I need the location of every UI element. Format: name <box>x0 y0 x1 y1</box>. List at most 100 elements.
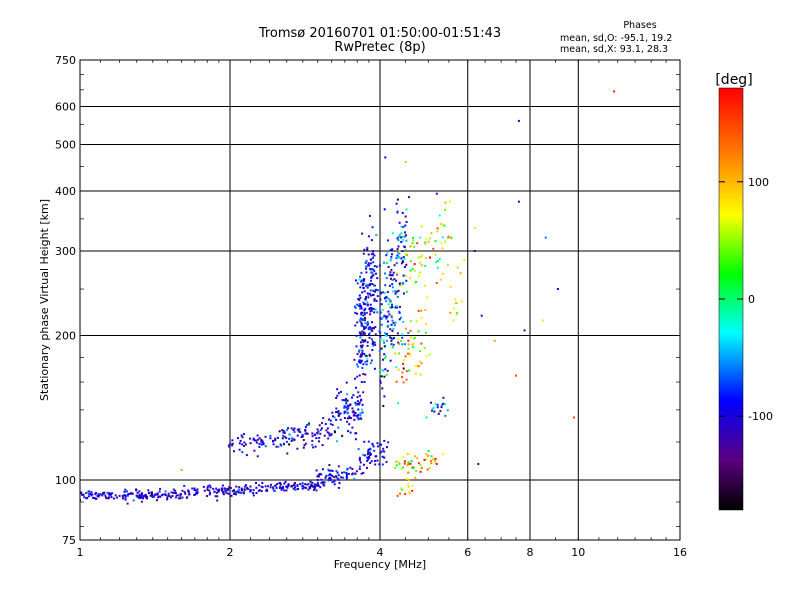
data-point <box>383 456 386 459</box>
data-point <box>405 378 408 381</box>
data-point <box>402 256 405 258</box>
data-point <box>246 487 249 490</box>
data-point <box>360 280 363 283</box>
data-point <box>407 343 410 346</box>
data-point <box>402 381 405 384</box>
data-point <box>364 373 367 376</box>
data-point <box>397 342 400 345</box>
data-point <box>138 493 141 496</box>
data-point <box>401 466 404 469</box>
data-point <box>283 489 286 492</box>
data-point <box>362 282 365 285</box>
data-point <box>402 320 405 323</box>
data-point <box>374 290 377 293</box>
data-point <box>351 411 354 414</box>
data-point <box>404 355 407 358</box>
data-point <box>357 365 360 368</box>
data-point <box>403 246 406 249</box>
data-point <box>446 409 449 412</box>
data-point <box>351 468 354 470</box>
data-point <box>427 240 430 243</box>
data-point <box>372 274 375 277</box>
data-point <box>407 339 410 342</box>
data-point <box>412 236 415 239</box>
data-point <box>338 412 341 415</box>
data-point <box>166 498 169 501</box>
data-point <box>455 311 458 314</box>
data-point <box>379 317 382 319</box>
data-point <box>403 292 405 295</box>
data-point <box>393 264 396 267</box>
data-point <box>397 338 400 341</box>
data-point <box>302 439 305 441</box>
data-point <box>193 487 196 490</box>
data-point <box>413 337 415 340</box>
data-point <box>348 417 351 419</box>
data-point <box>382 358 384 361</box>
data-point <box>394 292 397 295</box>
data-point <box>362 331 365 334</box>
data-point <box>320 427 323 430</box>
data-point <box>391 232 394 235</box>
data-point <box>333 480 336 483</box>
data-point <box>230 494 233 497</box>
data-point <box>344 399 347 402</box>
data-point <box>260 440 263 443</box>
data-point <box>336 388 339 391</box>
data-point <box>274 484 277 487</box>
data-point <box>380 292 383 295</box>
data-point <box>243 433 245 436</box>
data-point <box>280 444 283 447</box>
data-point <box>354 311 357 314</box>
data-point <box>339 418 342 421</box>
data-point <box>353 414 356 416</box>
data-point <box>132 499 135 502</box>
data-point <box>158 490 161 493</box>
data-point <box>392 321 395 324</box>
data-point <box>188 493 191 496</box>
data-point <box>395 290 398 293</box>
data-point <box>383 345 386 348</box>
data-point <box>245 484 247 487</box>
data-point <box>368 333 370 336</box>
data-point <box>300 436 303 438</box>
data-point <box>372 344 375 347</box>
data-point <box>324 476 327 479</box>
data-point <box>369 331 371 334</box>
data-point <box>110 493 113 496</box>
data-point <box>260 439 263 441</box>
data-point <box>381 455 384 458</box>
data-point <box>385 300 388 303</box>
data-point <box>364 354 367 357</box>
data-point <box>438 258 441 261</box>
data-point <box>391 338 394 340</box>
data-point <box>366 357 369 360</box>
data-point <box>361 411 364 414</box>
data-point <box>409 260 412 263</box>
data-point <box>353 477 356 480</box>
data-point <box>249 437 251 440</box>
data-point <box>328 464 331 466</box>
data-point <box>424 242 427 245</box>
data-point <box>223 488 226 491</box>
data-point <box>444 201 447 204</box>
data-point <box>441 247 444 250</box>
data-point <box>415 280 418 283</box>
data-point <box>362 279 365 282</box>
data-point <box>337 392 340 395</box>
data-point <box>325 429 328 432</box>
data-point <box>141 493 144 496</box>
data-point <box>411 343 414 346</box>
data-point <box>410 460 413 462</box>
data-point <box>303 486 306 489</box>
data-point <box>123 490 126 493</box>
data-point <box>480 314 483 317</box>
data-point <box>194 493 197 496</box>
data-point <box>387 320 389 323</box>
data-point <box>379 381 382 384</box>
data-point <box>376 459 379 462</box>
data-point <box>258 442 261 445</box>
data-point <box>362 301 365 304</box>
data-point <box>378 443 381 446</box>
